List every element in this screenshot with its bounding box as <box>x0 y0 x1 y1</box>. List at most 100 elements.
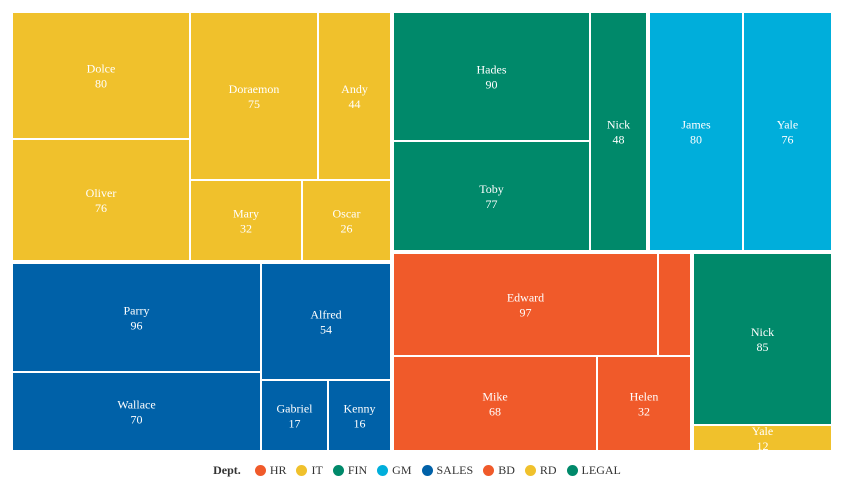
legend-label: SALES <box>436 462 474 477</box>
treemap-rect[interactable] <box>301 179 392 262</box>
treemap-rect[interactable] <box>189 179 303 262</box>
cell-value-label: 77 <box>486 197 498 211</box>
cell-value-label: 12 <box>757 439 769 453</box>
cell-name-label: Alfred <box>310 308 341 322</box>
cell-value-label: 32 <box>638 405 650 419</box>
cell-name-label: Helen <box>630 390 659 404</box>
cell-name-label: Nick <box>607 118 630 132</box>
treemap-rect[interactable] <box>11 262 262 373</box>
cell-name-label: Andy <box>341 82 368 96</box>
cell-name-label: James <box>681 118 711 132</box>
legend-item-fin[interactable]: FIN <box>332 462 368 478</box>
cell-name-label: Mary <box>233 207 259 221</box>
treemap-rect[interactable] <box>260 262 392 381</box>
cell-value-label: 44 <box>349 97 361 111</box>
cell-value-label: 76 <box>782 133 794 147</box>
legend-label: GM <box>392 462 412 477</box>
cell-name-label: Parry <box>124 304 150 318</box>
legend-swatch <box>524 464 536 476</box>
legend-swatch <box>483 464 495 476</box>
treemap-rect[interactable] <box>11 11 191 140</box>
treemap-rect[interactable] <box>11 138 191 262</box>
legend-item-hr[interactable]: HR <box>254 463 286 478</box>
legend-swatch <box>332 464 344 476</box>
cell-name-label: Dolce <box>87 62 116 76</box>
treemap-rect[interactable] <box>742 11 833 252</box>
legend-item-gm[interactable]: GM <box>377 462 412 478</box>
cell-value-label: 97 <box>520 306 532 320</box>
cell-name-label: Oscar <box>333 207 361 221</box>
legend: Dept. HR IT FIN GM SALES BD RD LEGAL <box>0 460 844 480</box>
treemap-rect[interactable] <box>189 11 319 181</box>
cell-name-label: Kenny <box>344 402 376 416</box>
legend-swatch <box>296 464 308 476</box>
legend-item-it[interactable]: IT <box>296 463 323 478</box>
legend-label: FIN <box>347 462 368 477</box>
treemap-rect[interactable] <box>327 379 392 452</box>
legend-swatch <box>421 464 433 476</box>
legend-item-rd[interactable]: RD <box>524 462 557 478</box>
treemap-rect[interactable] <box>11 371 262 452</box>
cell-value-label: 80 <box>690 133 702 147</box>
treemap-rect[interactable] <box>392 140 591 252</box>
legend-label: RD <box>539 462 557 477</box>
cell-value-label: 70 <box>131 413 143 427</box>
treemap-rect[interactable] <box>657 252 692 357</box>
cell-name-label: Yale <box>752 424 773 438</box>
cell-value-label: 68 <box>489 405 501 419</box>
cell-name-label: Wallace <box>117 398 155 412</box>
treemap-cell-unlabeled[interactable] <box>657 252 692 357</box>
cell-value-label: 76 <box>95 201 107 215</box>
treemap-rect[interactable] <box>392 252 659 357</box>
cell-value-label: 17 <box>289 417 301 431</box>
cell-value-label: 80 <box>95 77 107 91</box>
treemap-rect[interactable] <box>589 11 648 252</box>
cell-name-label: Gabriel <box>277 402 314 416</box>
cell-value-label: 54 <box>320 323 332 337</box>
cell-value-label: 32 <box>240 222 252 236</box>
legend-item-sales[interactable]: SALES <box>421 462 474 478</box>
treemap-rect[interactable] <box>317 11 392 181</box>
legend-item-legal[interactable]: LEGAL <box>566 463 621 478</box>
treemap-rect[interactable] <box>596 355 692 452</box>
treemap-rect[interactable] <box>392 355 598 452</box>
cell-name-label: Edward <box>507 291 544 305</box>
legend-item-bd[interactable]: BD <box>483 463 515 478</box>
cell-value-label: 48 <box>613 133 625 147</box>
legend-swatch <box>377 464 389 476</box>
treemap-rect[interactable] <box>260 379 329 452</box>
treemap-rect[interactable] <box>392 11 591 142</box>
cell-name-label: Doraemon <box>229 82 280 96</box>
treemap-rect[interactable] <box>692 252 833 426</box>
cell-value-label: 16 <box>354 417 366 431</box>
cell-value-label: 26 <box>341 222 353 236</box>
legend-swatch <box>254 464 266 476</box>
treemap-rect[interactable] <box>692 424 833 452</box>
treemap-rect[interactable] <box>648 11 744 252</box>
cell-name-label: Oliver <box>86 186 117 200</box>
cell-value-label: 75 <box>248 97 260 111</box>
cell-name-label: Toby <box>479 182 504 196</box>
cell-name-label: Mike <box>482 390 507 404</box>
